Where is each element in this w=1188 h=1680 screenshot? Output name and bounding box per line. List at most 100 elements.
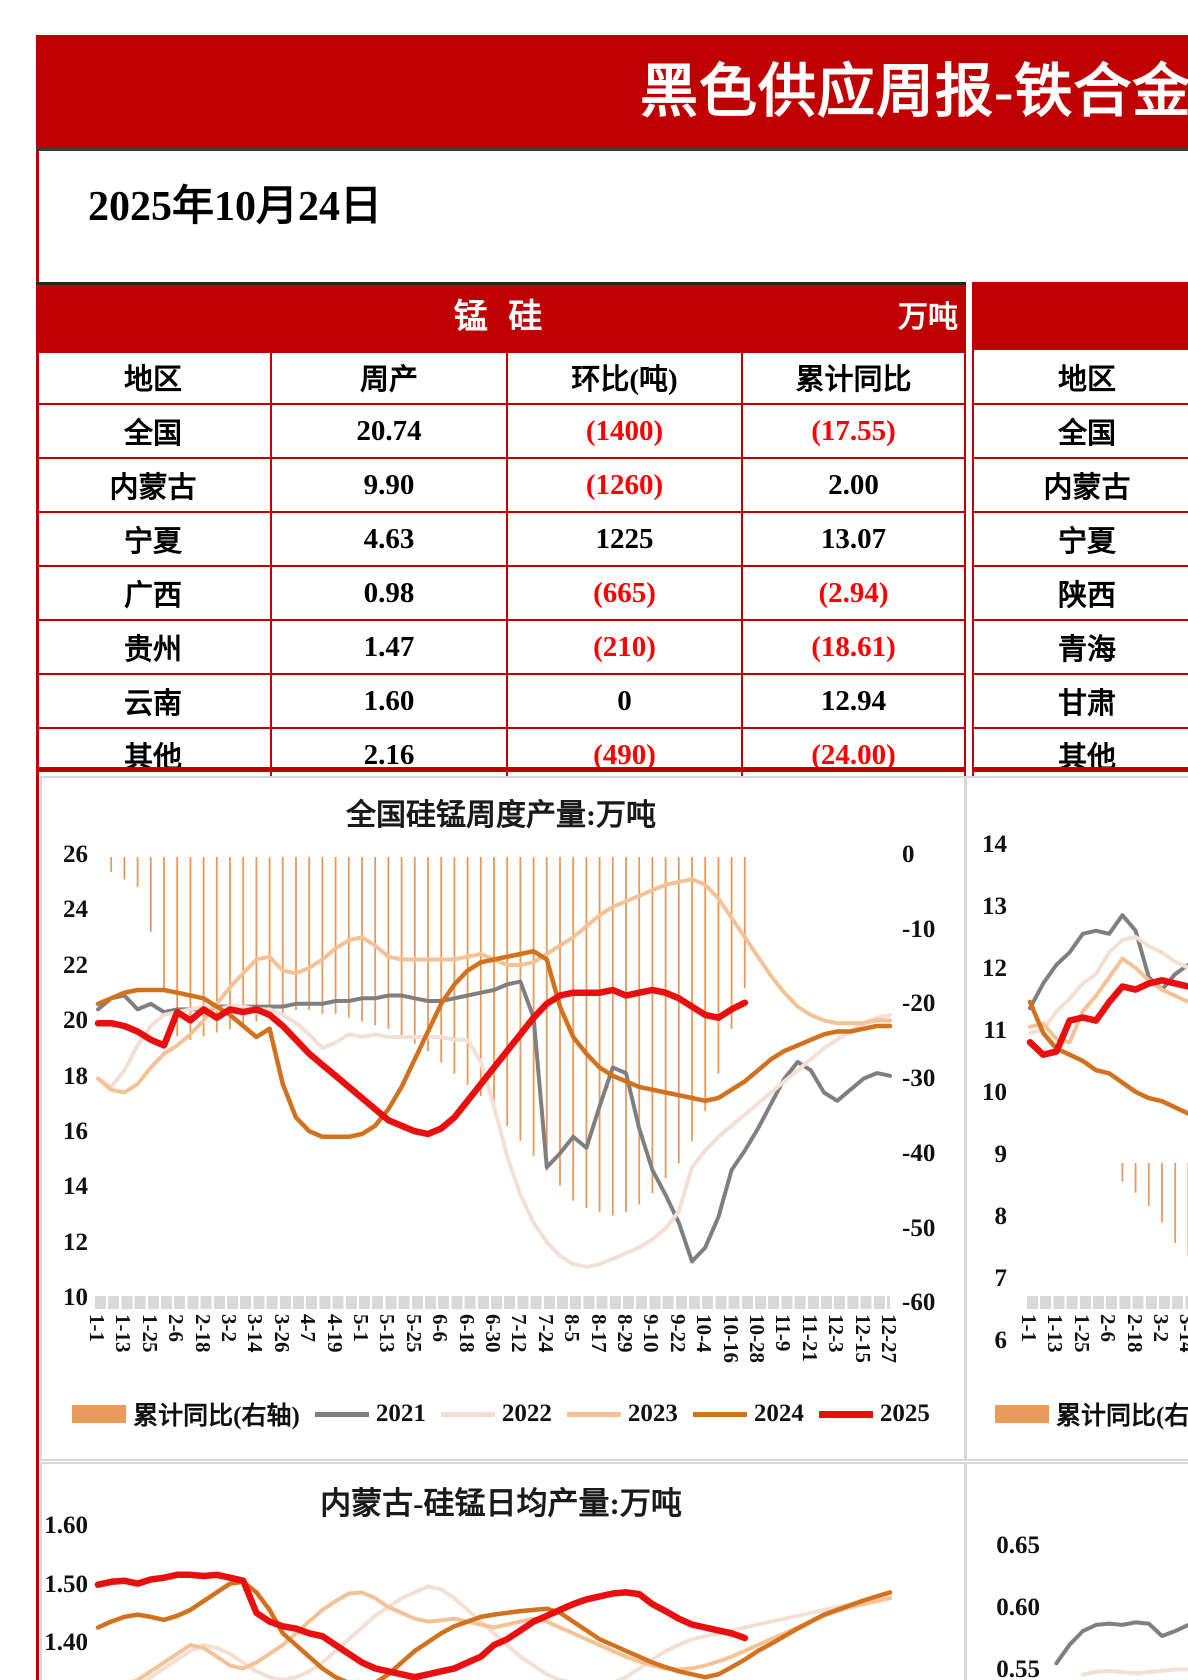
table-cell: 20.74 <box>272 405 508 457</box>
table-row: 宁夏 4.63 1225 13.07 <box>36 511 966 565</box>
frame-left-line <box>36 151 39 1680</box>
axis-tick-label: 0.55 <box>996 1656 1040 1680</box>
x-tick-label: 5-25 <box>401 1314 426 1353</box>
table-cell: 内蒙古 <box>1043 472 1131 504</box>
table-mnsi: 地区 周产 环比(吨) 累计同比 全国 20.74 (1400) (17.55) 内蒙古 9.90… <box>36 350 966 781</box>
x-tick-label: 8-29 <box>613 1314 637 1353</box>
x-tick-label: 1-13 <box>111 1314 136 1353</box>
series-line-2023 <box>132 1590 892 1680</box>
axis-tick-label: -40 <box>902 1139 936 1167</box>
axis-ribbon-chart1 <box>95 1296 890 1309</box>
x-tick-label: 9-22 <box>665 1314 690 1353</box>
x-tick-label: 3-26 <box>269 1314 294 1353</box>
x-tick-label: 10-16 <box>718 1314 743 1363</box>
table-mnsi-title: 锰 硅 <box>453 299 549 336</box>
legend-label: 累计同比(右轴) <box>133 1403 300 1430</box>
x-tick-label: 3-14 <box>1175 1314 1188 1353</box>
table-cell: 1225 <box>508 513 743 565</box>
axis-tick-label: 10 <box>63 1284 88 1312</box>
series-line-2022 <box>1028 934 1188 1035</box>
axis-tick-label: 11 <box>983 1017 1007 1044</box>
table-cell: (17.55) <box>743 405 966 457</box>
table-cell: 2.16 <box>272 729 508 781</box>
axis-tick-label: -50 <box>902 1214 936 1242</box>
legend-item: 2025 <box>818 1400 930 1428</box>
table-row: 全国 20.74 (1400) (17.55) <box>36 403 966 457</box>
table-cell: (1400) <box>508 405 743 457</box>
x-tick-label: 2-6 <box>1096 1314 1121 1342</box>
table-cell: (1260) <box>508 459 743 511</box>
table-cell: 2.00 <box>743 459 966 511</box>
axis-tick-label: 12 <box>63 1228 88 1256</box>
axis-tick-label: 26 <box>63 841 88 868</box>
x-tick-label: 3-14 <box>243 1314 268 1353</box>
panel-region-weekly <box>965 776 1188 1461</box>
axis-tick-label: -20 <box>902 990 936 1018</box>
table-cell: (2.94) <box>743 567 966 619</box>
axis-tick-label: -30 <box>902 1065 936 1093</box>
axis-tick-label: 14 <box>63 1173 88 1201</box>
legend-line-swatch-icon <box>818 1410 873 1418</box>
axis-tick-label: 9 <box>994 1141 1008 1168</box>
x-tick-label: 11-9 <box>771 1314 796 1352</box>
x-tick-label: 8-17 <box>586 1314 611 1353</box>
legend-line-swatch-icon <box>692 1411 747 1417</box>
table-row: 内蒙古 <box>974 457 1188 511</box>
table-cell: 13.07 <box>743 513 966 565</box>
table-row: 青海 <box>974 619 1188 673</box>
x-tick-label: 3-2 <box>1149 1314 1173 1342</box>
table-cell: 0.98 <box>272 567 508 619</box>
legend-label: 2021 <box>375 1400 426 1427</box>
table-row: 内蒙古 9.90 (1260) 2.00 <box>36 457 966 511</box>
legend-bar-swatch-icon <box>72 1405 127 1423</box>
x-tick-label: 10-28 <box>745 1314 769 1363</box>
table-cell: 全国 <box>36 405 272 457</box>
table-header-cell: 周产 <box>272 350 508 403</box>
axis-tick-label: 0.60 <box>996 1594 1040 1621</box>
axis-tick-label: -10 <box>902 915 936 943</box>
x-tick-label: 4-7 <box>296 1314 321 1342</box>
report-banner: 黑色供应周报-铁合金 <box>36 35 1188 151</box>
legend-label: 2024 <box>753 1400 804 1427</box>
x-tick-label: 6-30 <box>481 1314 505 1353</box>
axis-tick-label: 13 <box>982 893 1007 920</box>
table-header-cell: 地区 <box>36 350 272 403</box>
chart-title-national-weekly: 全国硅锰周度产量:万吨 <box>346 799 656 832</box>
series-line-2024 <box>95 948 893 1140</box>
legend-line-swatch-icon <box>314 1411 369 1417</box>
legend-label: 累计同比(右轴) <box>1056 1403 1188 1430</box>
legend-item: 累计同比(右轴) <box>72 1396 300 1432</box>
table-cell: 1.60 <box>272 675 508 727</box>
axis-tick-label: 18 <box>63 1062 88 1090</box>
series-line-2025 <box>94 986 749 1138</box>
legend-item: 2023 <box>566 1400 678 1428</box>
x-tick-label: 9-10 <box>639 1314 664 1353</box>
table-row: 全国 <box>974 403 1188 457</box>
legend-item: 2024 <box>692 1400 804 1428</box>
series-line-2021 <box>1054 1620 1188 1666</box>
legend-item: 2022 <box>440 1400 552 1428</box>
legend-item: 2021 <box>314 1400 426 1428</box>
axis-tick-label: 20 <box>63 1007 88 1035</box>
table-header-cell: 环比(吨) <box>508 350 743 403</box>
table-cell: 宁夏 <box>36 513 272 565</box>
series-line-2025 <box>94 1571 749 1680</box>
table-cell: (665) <box>508 567 743 619</box>
table-cell: (24.00) <box>743 729 966 781</box>
x-tick-label: 12-15 <box>850 1314 875 1363</box>
x-tick-label: 6-18 <box>454 1314 479 1353</box>
x-tick-label: 1-13 <box>1043 1314 1068 1353</box>
series-line-2024 <box>1027 999 1188 1116</box>
table-header-cell: 累计同比 <box>743 350 966 403</box>
table-header-row: 地区 周产 环比(吨) 累计同比 <box>36 350 966 403</box>
table-row: 宁夏 <box>974 511 1188 565</box>
table-mnsi-bottom-border <box>36 767 966 772</box>
x-tick-label: 6-6 <box>428 1314 453 1342</box>
table-cell: 0 <box>508 675 743 727</box>
table-cell: 贵州 <box>36 621 272 673</box>
axis-tick-label: 0 <box>902 841 915 868</box>
table-cell: 内蒙古 <box>36 459 272 511</box>
table-row: 陕西 <box>974 565 1188 619</box>
axis-tick-label: 0.65 <box>996 1532 1040 1559</box>
